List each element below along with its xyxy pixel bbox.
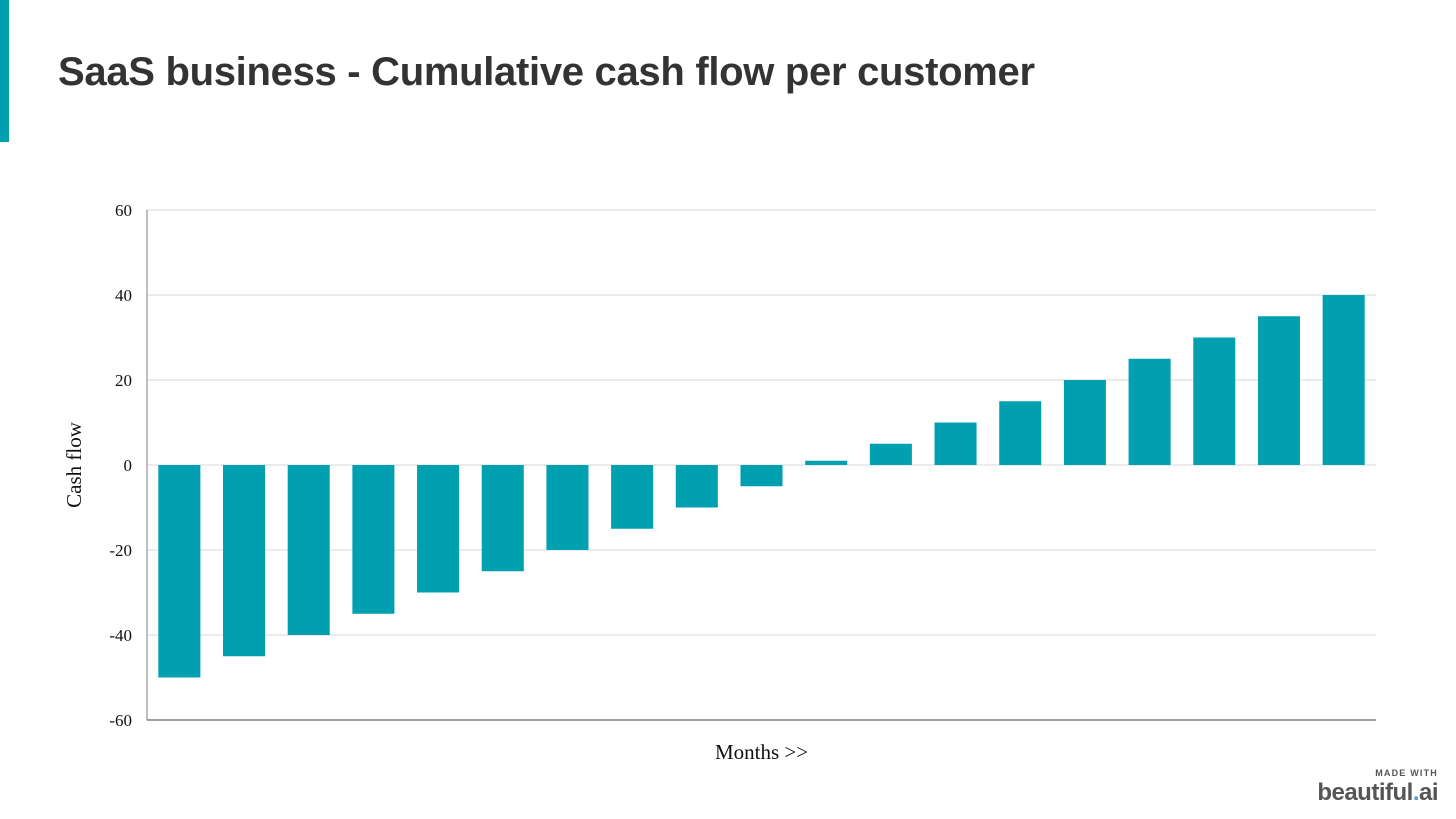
logo-suffix: ai bbox=[1418, 779, 1439, 806]
bar bbox=[352, 465, 395, 614]
y-tick-label: 40 bbox=[115, 286, 132, 305]
bar bbox=[158, 465, 201, 678]
bar bbox=[1128, 358, 1171, 465]
made-with-badge[interactable]: MADE WITH beautiful.ai bbox=[1317, 768, 1438, 807]
bar bbox=[805, 460, 848, 465]
y-tick-label: -60 bbox=[109, 711, 132, 730]
bar bbox=[546, 465, 589, 550]
y-tick-label: -20 bbox=[109, 541, 132, 560]
bar bbox=[869, 443, 912, 465]
bar bbox=[1322, 295, 1365, 465]
bar bbox=[1193, 337, 1236, 465]
bar bbox=[417, 465, 460, 593]
bar bbox=[223, 465, 266, 657]
bar bbox=[999, 401, 1042, 465]
bar bbox=[1257, 316, 1300, 465]
bar bbox=[1063, 380, 1106, 465]
y-axis-title: Cash flow bbox=[62, 421, 86, 508]
accent-bar bbox=[0, 0, 9, 142]
bar bbox=[611, 465, 654, 529]
y-tick-label: 60 bbox=[115, 201, 132, 220]
bar bbox=[934, 422, 977, 465]
logo-text: beautiful bbox=[1317, 779, 1413, 806]
page-title: SaaS business - Cumulative cash flow per… bbox=[58, 50, 1035, 94]
logo-dot: . bbox=[1412, 779, 1420, 806]
y-tick-label: 20 bbox=[115, 371, 132, 390]
bar bbox=[287, 465, 330, 635]
bar bbox=[481, 465, 524, 572]
y-tick-label: 0 bbox=[124, 456, 133, 475]
watermark-caption: MADE WITH bbox=[1375, 768, 1438, 778]
bar bbox=[675, 465, 718, 508]
y-tick-label: -40 bbox=[109, 626, 132, 645]
x-axis-title: Months >> bbox=[715, 740, 808, 764]
beautiful-ai-logo: beautiful.ai bbox=[1317, 779, 1438, 807]
bar bbox=[740, 465, 783, 487]
